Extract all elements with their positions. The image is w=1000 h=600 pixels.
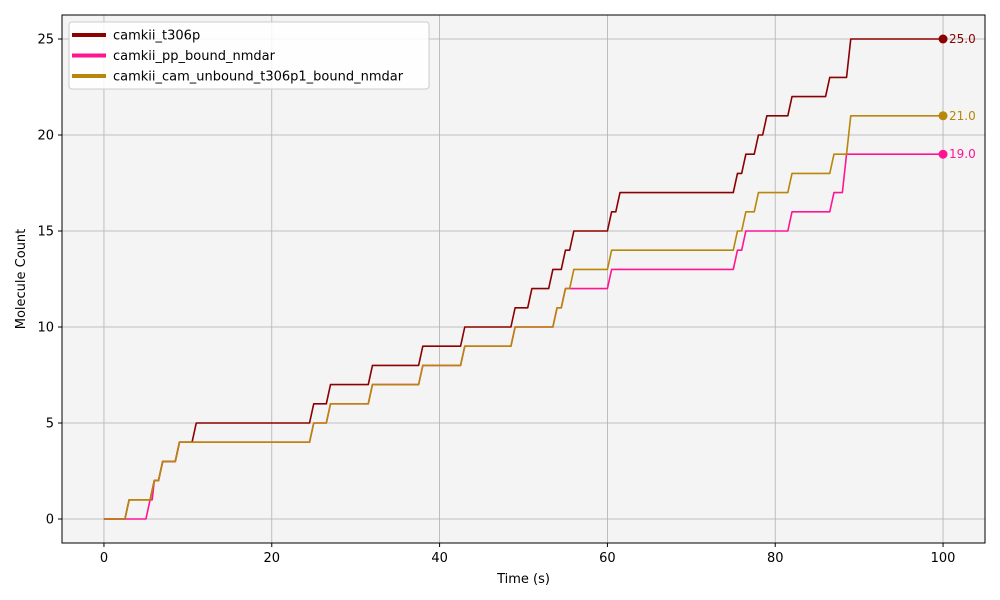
x-tick-label: 100 — [931, 551, 956, 566]
end-label-camkii-pp-bound-nmdar: 19.0 — [949, 147, 976, 161]
x-tick-label: 60 — [599, 551, 616, 566]
y-tick-label: 20 — [37, 129, 54, 144]
x-tick-label: 0 — [100, 551, 108, 566]
legend-label-camkii-t306p: camkii_t306p — [113, 29, 200, 44]
y-tick-label: 10 — [37, 321, 54, 336]
x-axis-label: Time (s) — [496, 572, 550, 587]
y-tick-label: 15 — [37, 225, 54, 240]
plot-area — [62, 15, 985, 543]
legend-box — [68, 21, 430, 90]
x-tick-label: 20 — [263, 551, 280, 566]
series-line-camkii-cam-unbound-t306p1-bound-nmdar — [103, 115, 944, 520]
x-tick-label: 40 — [431, 551, 448, 566]
legend: camkii_t306p camkii_pp_bound_nmdar camkii_… — [68, 21, 430, 90]
y-tick-label: 25 — [37, 33, 54, 48]
y-tick-label: 5 — [46, 417, 54, 432]
end-label-camkii-cam-unbound-t306p1-bound-nmdar: 21.0 — [949, 109, 976, 123]
series-layer: 25.0 19.0 21.0 — [103, 32, 976, 520]
end-point-camkii-pp-bound-nmdar — [938, 149, 948, 159]
end-label-camkii-t306p: 25.0 — [949, 32, 976, 46]
legend-label-camkii-cam-unbound-t306p1-bound-nmdar: camkii_cam_unbound_t306p1_bound_nmdar — [113, 70, 404, 85]
plot-frame — [61, 14, 986, 544]
y-axis-label: Molecule Count — [14, 229, 29, 330]
y-tick-label: 0 — [46, 513, 54, 528]
end-point-camkii-t306p — [938, 34, 948, 44]
x-tick-label: 80 — [767, 551, 784, 566]
end-point-camkii-cam-unbound-t306p1-bound-nmdar — [938, 111, 948, 121]
ticks: 0 20 40 60 80 100 0 5 10 15 20 25 — [37, 33, 955, 567]
legend-label-camkii-pp-bound-nmdar: camkii_pp_bound_nmdar — [113, 49, 276, 64]
